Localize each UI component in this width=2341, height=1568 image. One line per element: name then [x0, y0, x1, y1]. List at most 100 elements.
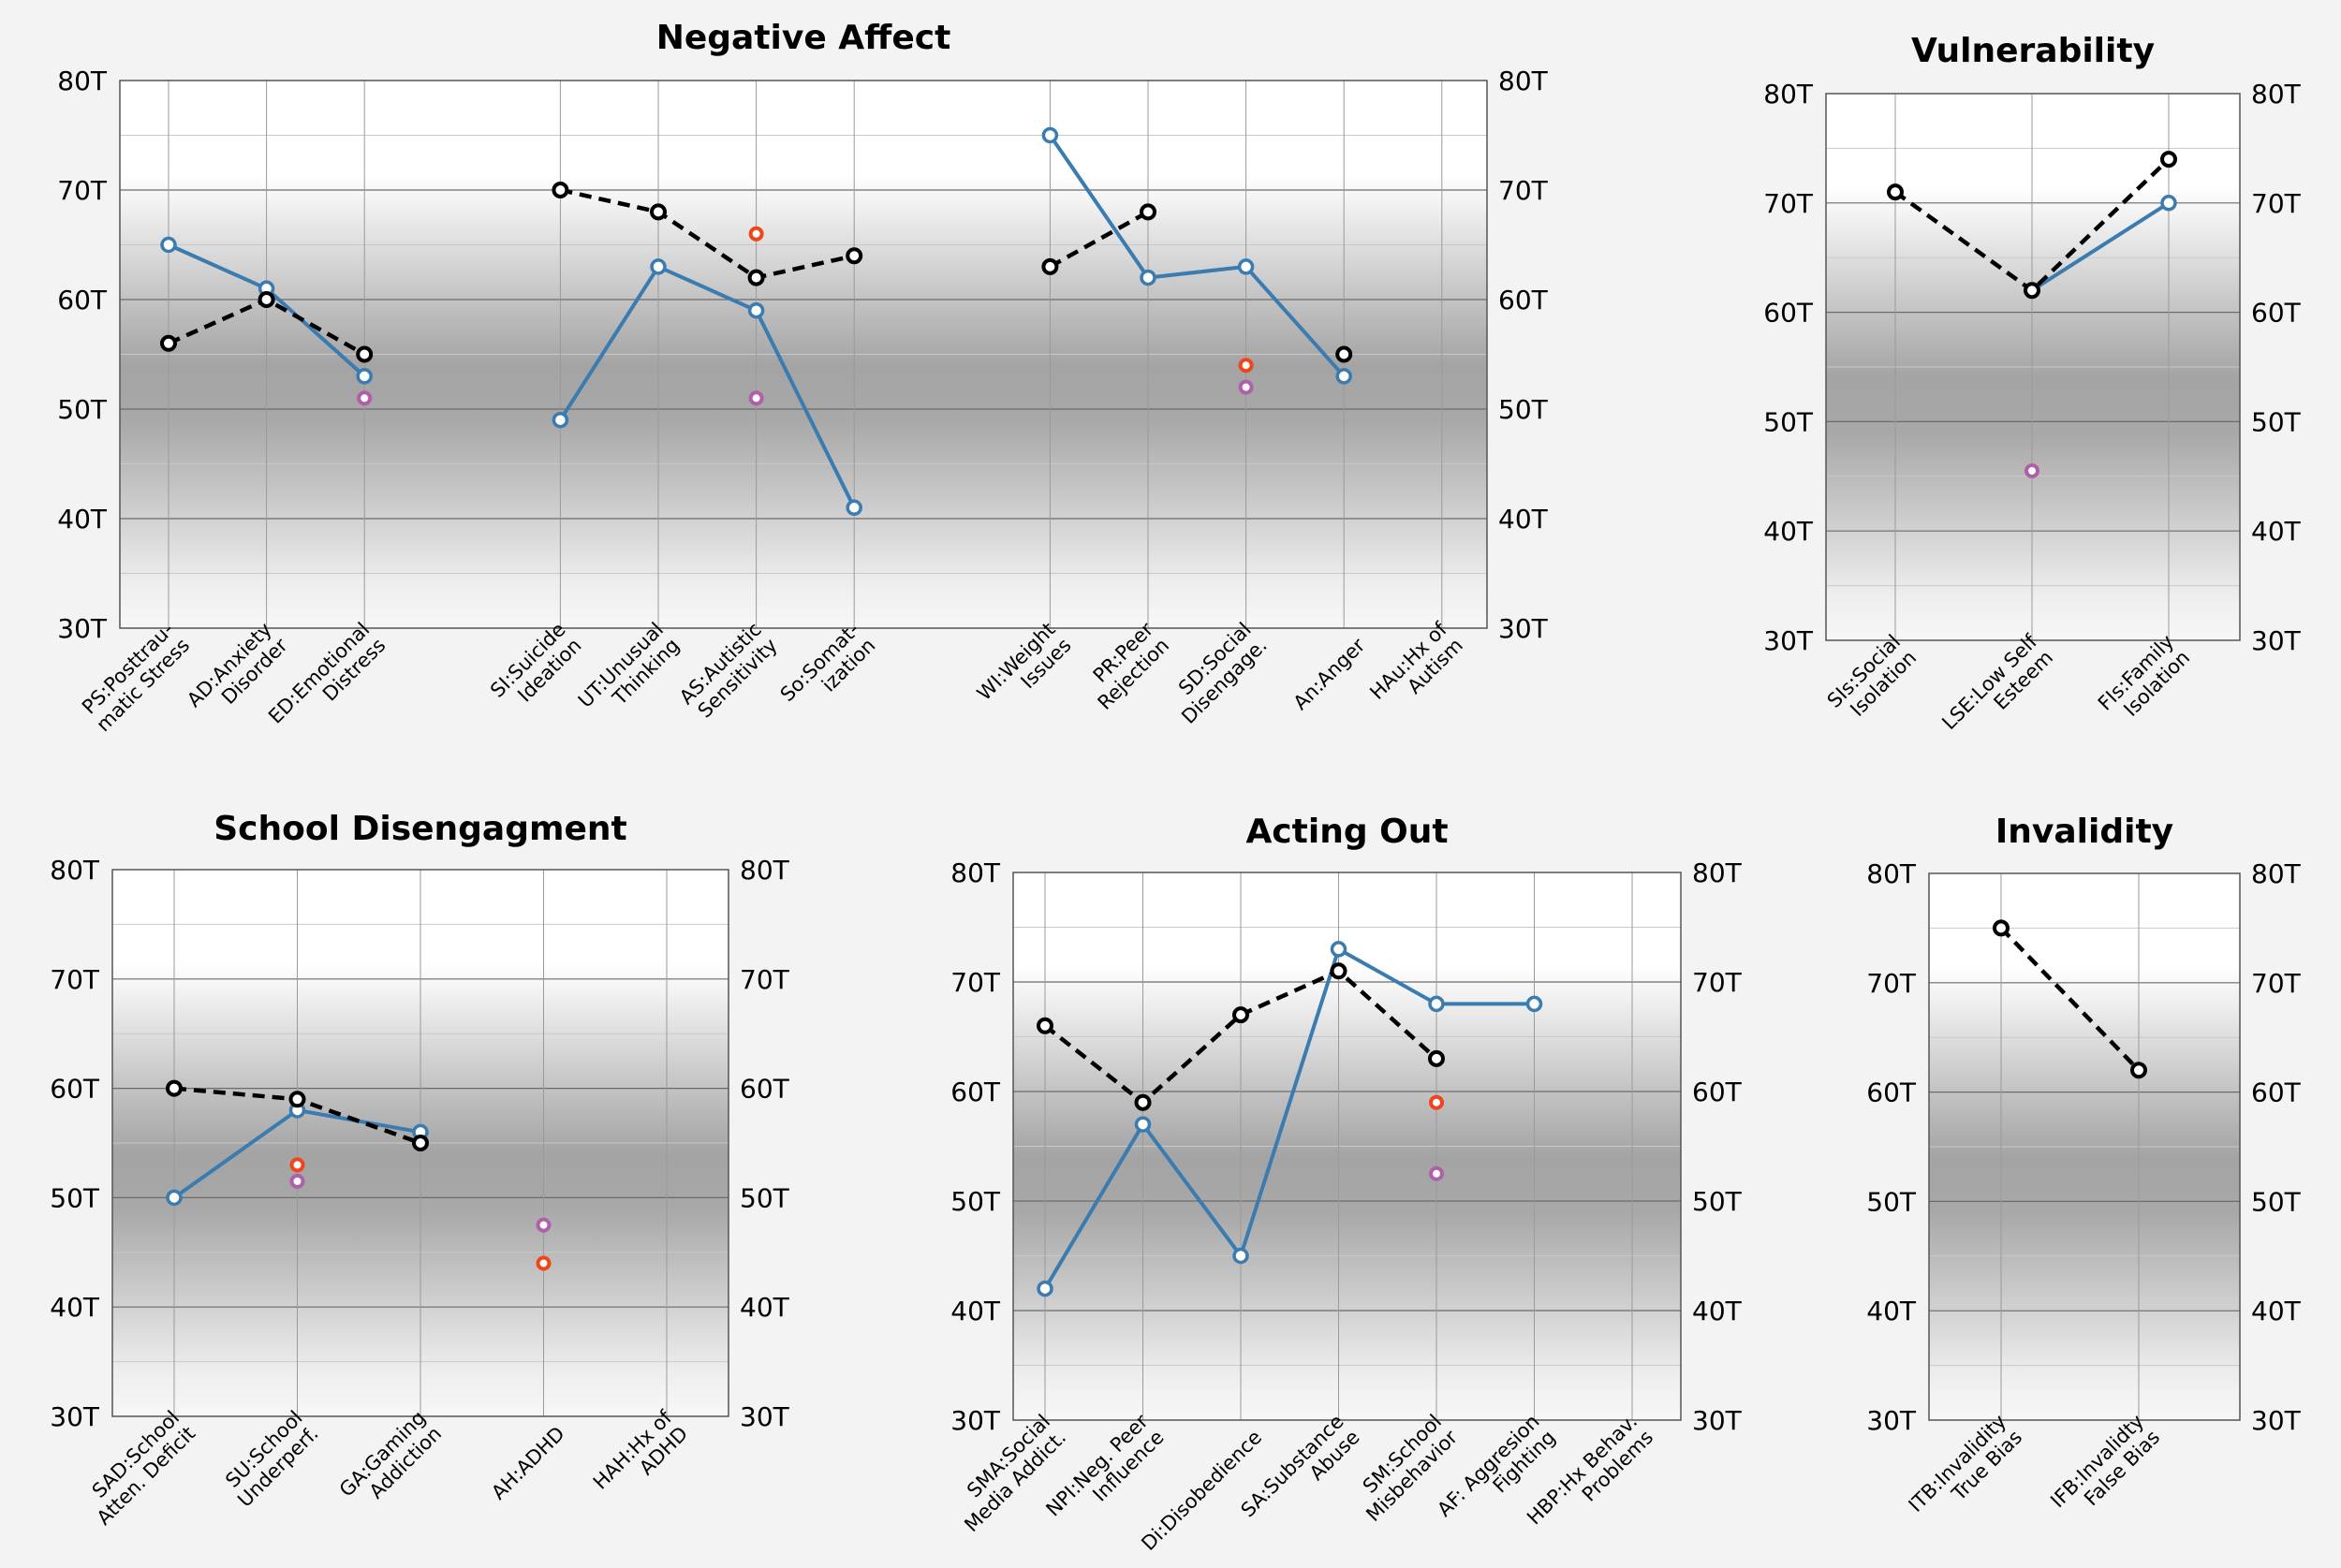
y-tick-label-right: 30T: [2251, 625, 2302, 656]
y-tick-label-right: 50T: [740, 1182, 790, 1213]
chart-vulnerability: Vulnerability 30T 30T 40T 40T 50T 50T 60T 60T 70T…: [1763, 32, 2302, 734]
y-tick-label-left: 80T: [57, 66, 108, 96]
data-point-black: [258, 291, 275, 308]
y-tick-label-left: 70T: [1866, 968, 1917, 999]
y-tick-label-right: 60T: [1692, 1077, 1743, 1107]
data-point-blue: [1037, 1280, 1053, 1297]
y-tick-label-right: 50T: [1692, 1186, 1743, 1217]
data-point-black: [846, 247, 863, 265]
y-tick-label-right: 60T: [2251, 298, 2302, 329]
y-tick-label-left: 70T: [1763, 188, 1814, 219]
category-label: AH:ADHD: [487, 1422, 568, 1503]
y-tick-label-right: 70T: [1692, 967, 1743, 998]
data-point-purple: [1238, 379, 1254, 395]
chart-invalidity: Invalidity 30T 30T 40T 40T 50T 50T 60T 60T 70T 70T…: [1866, 813, 2302, 1517]
y-tick-label-right: 30T: [1498, 613, 1549, 644]
data-point-blue: [1330, 941, 1347, 958]
y-tick-label-left: 60T: [1866, 1077, 1917, 1108]
y-tick-label-left: 80T: [50, 855, 100, 886]
data-point-purple: [289, 1173, 305, 1189]
y-tick-label-left: 30T: [57, 613, 108, 644]
data-point-black: [1037, 1017, 1053, 1034]
y-tick-label-left: 60T: [57, 285, 108, 315]
data-point-blue: [356, 368, 373, 385]
data-point-blue: [552, 411, 569, 429]
series-line-blue: [558, 264, 856, 509]
plot-frame: [1928, 872, 2241, 1421]
data-point-black: [1140, 203, 1156, 221]
data-point-black: [747, 269, 765, 286]
y-tick-label-right: 60T: [1498, 285, 1549, 315]
y-tick-label-left: 50T: [57, 394, 108, 425]
chart-title: School Disengagment: [213, 810, 627, 848]
data-point-black: [2130, 1062, 2147, 1079]
y-tick-label-left: 40T: [1763, 516, 1814, 547]
y-tick-label-right: 80T: [2251, 79, 2302, 110]
data-point-blue: [1525, 995, 1543, 1013]
data-point-black: [1232, 1006, 1249, 1024]
data-point-black: [1993, 919, 2010, 937]
data-point-black: [412, 1135, 429, 1151]
data-point-blue: [1428, 995, 1445, 1013]
y-tick-label-left: 80T: [1763, 79, 1814, 110]
y-tick-label-right: 40T: [1692, 1296, 1743, 1326]
data-point-blue: [1134, 1116, 1152, 1133]
data-point-blue: [1041, 126, 1059, 144]
data-point-blue: [166, 1189, 183, 1207]
data-point-blue: [160, 236, 177, 254]
chart-acting-out: Acting Out 30T 30T 40T 40T 50T 50T 60T 60T 70T 70T…: [950, 813, 1743, 1555]
data-point-blue: [1237, 258, 1255, 275]
y-tick-label-right: 80T: [740, 855, 790, 886]
y-tick-label-left: 30T: [1866, 1405, 1917, 1436]
data-point-blue: [1140, 269, 1156, 286]
y-tick-label-right: 50T: [2251, 406, 2302, 437]
data-point-black: [166, 1079, 183, 1097]
series-line-black: [1999, 926, 2141, 1072]
y-tick-label-right: 40T: [2251, 516, 2302, 547]
data-point-black: [552, 182, 569, 198]
y-tick-label-left: 80T: [1866, 858, 1917, 889]
data-point-blue: [650, 258, 667, 275]
data-point-black: [1428, 1049, 1445, 1067]
y-tick-label-left: 70T: [50, 964, 100, 995]
data-point-purple: [357, 390, 373, 406]
y-tick-label-left: 40T: [950, 1296, 1001, 1326]
y-tick-label-left: 30T: [50, 1401, 100, 1432]
data-point-black: [1134, 1093, 1152, 1111]
series-line-blue: [1043, 946, 1535, 1290]
y-tick-label-left: 40T: [57, 504, 108, 535]
y-tick-label-right: 70T: [1498, 175, 1549, 206]
data-point-purple: [748, 390, 764, 406]
y-tick-label-right: 70T: [2251, 968, 2302, 999]
data-point-black: [1041, 257, 1059, 275]
plot-frame: [1012, 872, 1682, 1421]
y-tick-label-left: 60T: [50, 1074, 100, 1105]
y-tick-label-right: 40T: [2251, 1296, 2302, 1326]
y-tick-label-left: 60T: [1763, 298, 1814, 329]
y-tick-label-right: 30T: [1692, 1405, 1743, 1436]
data-point-red: [748, 226, 764, 242]
category-label: So:Somat-ization: [776, 618, 880, 706]
data-point-black: [650, 203, 667, 221]
plot-frame: [1825, 93, 2241, 641]
category-label: An:Anger: [1289, 634, 1370, 714]
data-point-blue: [846, 499, 862, 517]
chart-title: Acting Out: [1245, 813, 1448, 851]
data-point-red: [536, 1255, 552, 1271]
chart-title: Invalidity: [1995, 813, 2173, 851]
y-tick-label-right: 70T: [740, 964, 790, 995]
data-point-blue: [1335, 368, 1352, 385]
